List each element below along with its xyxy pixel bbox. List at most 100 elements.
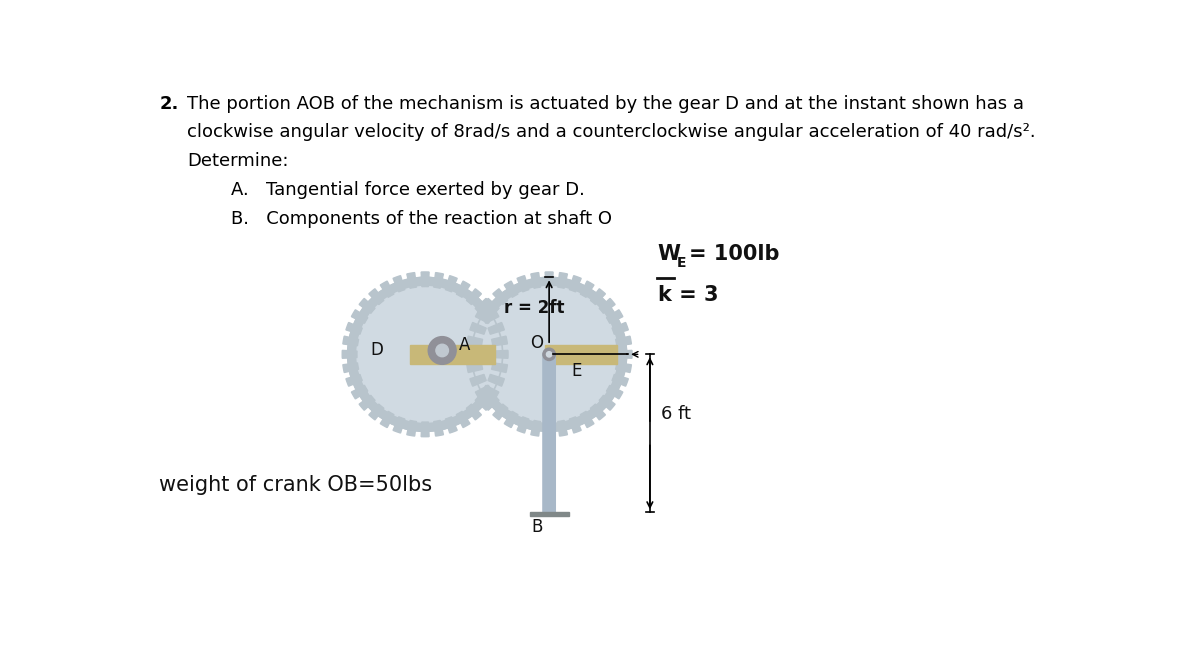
Polygon shape — [599, 395, 616, 410]
Polygon shape — [368, 289, 384, 305]
Polygon shape — [612, 375, 629, 386]
Polygon shape — [421, 272, 430, 287]
Polygon shape — [581, 411, 594, 428]
Text: weight of crank OB=50lbs: weight of crank OB=50lbs — [160, 475, 432, 495]
Polygon shape — [475, 299, 491, 313]
Polygon shape — [492, 363, 508, 373]
Polygon shape — [456, 411, 470, 428]
Text: O: O — [530, 334, 544, 352]
Polygon shape — [493, 404, 508, 420]
Polygon shape — [421, 422, 430, 437]
Polygon shape — [394, 417, 404, 433]
Polygon shape — [467, 404, 481, 420]
Text: k = 3: k = 3 — [658, 285, 718, 305]
Polygon shape — [569, 417, 581, 433]
Polygon shape — [590, 289, 606, 305]
Polygon shape — [616, 363, 631, 373]
Polygon shape — [467, 289, 481, 305]
Polygon shape — [352, 385, 367, 399]
Polygon shape — [342, 350, 358, 358]
Polygon shape — [467, 336, 482, 346]
Polygon shape — [581, 281, 594, 297]
Text: W: W — [658, 244, 680, 264]
Polygon shape — [368, 404, 384, 420]
Circle shape — [481, 287, 617, 422]
Polygon shape — [504, 411, 518, 428]
Bar — [529, 512, 569, 516]
Polygon shape — [380, 281, 394, 297]
Polygon shape — [545, 422, 553, 437]
Text: 6 ft: 6 ft — [661, 405, 691, 423]
Polygon shape — [475, 395, 491, 410]
Polygon shape — [488, 322, 504, 334]
Text: B: B — [532, 518, 542, 536]
Polygon shape — [492, 336, 508, 346]
Text: Determine:: Determine: — [187, 152, 289, 170]
Text: The portion AOB of the mechanism is actuated by the gear D and at the instant sh: The portion AOB of the mechanism is actu… — [187, 95, 1025, 113]
Polygon shape — [482, 310, 499, 323]
Polygon shape — [359, 395, 376, 410]
Polygon shape — [346, 322, 362, 334]
Polygon shape — [569, 275, 581, 292]
Text: B.   Components of the reaction at shaft O: B. Components of the reaction at shaft O — [232, 210, 612, 228]
Bar — [545, 345, 617, 364]
Polygon shape — [484, 299, 499, 313]
Text: clockwise angular velocity of 8rad/s and a counterclockwise angular acceleration: clockwise angular velocity of 8rad/s and… — [187, 123, 1036, 141]
Circle shape — [472, 277, 626, 432]
Text: = 100lb: = 100lb — [689, 244, 779, 264]
Polygon shape — [517, 417, 529, 433]
Polygon shape — [433, 273, 444, 288]
Polygon shape — [433, 420, 444, 436]
Bar — [409, 345, 494, 364]
Polygon shape — [488, 375, 504, 386]
Polygon shape — [545, 272, 553, 287]
Polygon shape — [407, 420, 416, 436]
Polygon shape — [530, 420, 540, 436]
Text: A.   Tangential force exerted by gear D.: A. Tangential force exerted by gear D. — [232, 181, 586, 199]
Polygon shape — [466, 350, 481, 358]
Text: E: E — [571, 362, 582, 380]
Polygon shape — [475, 310, 492, 323]
Polygon shape — [504, 281, 518, 297]
Polygon shape — [343, 336, 359, 346]
Polygon shape — [394, 275, 404, 292]
Polygon shape — [343, 363, 359, 373]
Polygon shape — [590, 404, 606, 420]
Polygon shape — [380, 411, 394, 428]
Polygon shape — [470, 322, 486, 334]
Circle shape — [546, 352, 552, 357]
Polygon shape — [475, 385, 492, 399]
Polygon shape — [606, 385, 623, 399]
Polygon shape — [517, 275, 529, 292]
Circle shape — [428, 336, 456, 364]
Polygon shape — [445, 275, 457, 292]
Polygon shape — [612, 322, 629, 334]
FancyBboxPatch shape — [542, 353, 556, 513]
Polygon shape — [456, 281, 470, 297]
Polygon shape — [558, 273, 568, 288]
Polygon shape — [346, 375, 362, 386]
Polygon shape — [599, 299, 616, 313]
Polygon shape — [617, 350, 632, 358]
Polygon shape — [606, 310, 623, 323]
Circle shape — [348, 277, 503, 432]
Text: r = 2ft: r = 2ft — [504, 299, 565, 317]
Polygon shape — [493, 350, 508, 358]
Polygon shape — [558, 420, 568, 436]
Circle shape — [356, 287, 493, 422]
Text: E: E — [677, 256, 686, 271]
Circle shape — [436, 344, 449, 357]
Polygon shape — [484, 395, 499, 410]
Polygon shape — [530, 273, 540, 288]
Text: 2.: 2. — [160, 95, 180, 113]
Polygon shape — [493, 289, 508, 305]
Polygon shape — [616, 336, 631, 346]
Polygon shape — [352, 310, 367, 323]
Text: D: D — [371, 342, 384, 359]
Polygon shape — [467, 363, 482, 373]
Polygon shape — [482, 385, 499, 399]
Polygon shape — [445, 417, 457, 433]
Text: A: A — [458, 336, 470, 354]
Polygon shape — [407, 273, 416, 288]
Polygon shape — [470, 375, 486, 386]
